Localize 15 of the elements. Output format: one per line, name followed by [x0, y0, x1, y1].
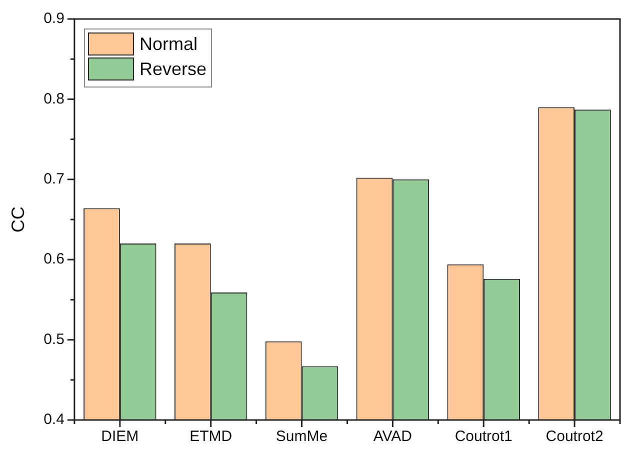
- x-tick-label: Coutrot1: [454, 428, 512, 446]
- x-tick-label: AVAD: [373, 428, 412, 446]
- y-tick-label: 0.9: [44, 10, 64, 28]
- y-tick-label: 0.5: [44, 330, 64, 348]
- x-tick-label: Coutrot2: [546, 428, 604, 446]
- y-tick-label: 0.6: [44, 250, 64, 268]
- y-tick-label: 0.4: [44, 411, 64, 428]
- y-tick-label: 0.7: [44, 170, 64, 188]
- x-tick-label: ETMD: [190, 428, 232, 446]
- legend-label: Reverse: [139, 58, 206, 79]
- x-tick-label: SumMe: [276, 428, 328, 446]
- legend-label: Normal: [139, 34, 198, 54]
- x-tick-label: DIEM: [101, 428, 139, 446]
- y-axis-title: CC: [8, 206, 28, 232]
- y-tick-label: 0.8: [44, 90, 64, 108]
